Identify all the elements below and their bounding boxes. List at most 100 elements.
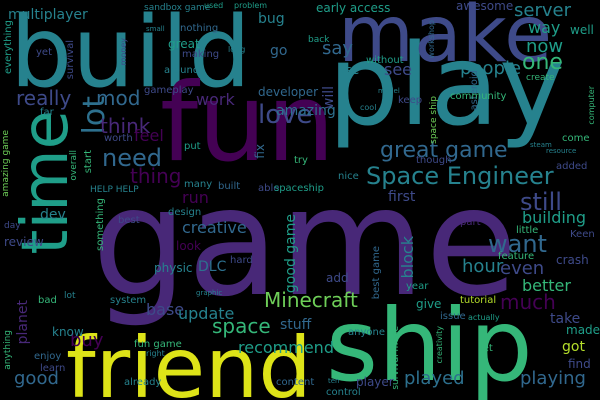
word-everything: everything [3, 20, 14, 74]
word-buy: buy [70, 330, 104, 351]
word-enjoy: enjoy [34, 351, 62, 362]
word-survival-mode: survival mode [391, 326, 401, 390]
word-come: come [562, 133, 590, 144]
word-mod: mod [96, 86, 141, 110]
word-developer: developer [258, 85, 319, 99]
word-base: base [146, 300, 185, 319]
word-think: think [100, 114, 151, 138]
word-nice: nice [338, 171, 359, 182]
word-really: really [16, 86, 72, 110]
word-time: time [9, 110, 83, 255]
word-dev: dev [40, 207, 66, 223]
word-fix: fix [253, 144, 267, 159]
word-update: update [178, 304, 235, 323]
word-cool: cool [360, 103, 377, 112]
word-spaceship: spaceship [274, 183, 325, 194]
word-game: game [92, 156, 518, 330]
word-still: still [520, 188, 562, 216]
word-long: long [228, 45, 246, 54]
word-amazing: amazing [276, 103, 336, 119]
word-need: need [102, 144, 162, 172]
word-little: little [516, 225, 539, 236]
word-feature: feature [498, 251, 535, 262]
word-part: part [460, 217, 481, 228]
word-review: review [4, 235, 44, 249]
word-awesome: awesome [456, 0, 514, 13]
word-graphic: graphic [196, 289, 223, 297]
word-way: way [528, 18, 561, 37]
word-help-help: HELP HELP [90, 185, 139, 195]
word-far: far [40, 107, 54, 118]
word-know: know [52, 325, 84, 339]
word-dlc: DLC [198, 259, 227, 275]
word-use: use [338, 63, 360, 77]
word-control: control [326, 387, 361, 398]
word-stuff: stuff [280, 317, 312, 333]
word-lot-small: lot [64, 291, 76, 301]
word-making: making [182, 49, 220, 60]
word-design: design [168, 207, 202, 218]
word-try: try [294, 155, 308, 166]
word-multiplayer: multiplayer [8, 7, 88, 23]
word-say: say [322, 38, 354, 59]
word-system: system [110, 295, 147, 306]
word-many: many [184, 179, 213, 190]
word-playing: playing [520, 368, 586, 389]
word-year: year [406, 281, 429, 292]
word-now: now [526, 36, 564, 57]
word-great: great [168, 37, 200, 51]
word-gameplay: gameplay [144, 85, 194, 96]
word-look: look [176, 239, 201, 253]
word-will: will [321, 86, 337, 110]
word-people: people [460, 58, 522, 79]
word-made: made [566, 323, 600, 337]
word-best-game: best game [371, 246, 382, 300]
word-start: start [83, 150, 94, 174]
word-best: best [118, 215, 140, 226]
word-great-game: great game [380, 138, 508, 163]
word-ship: ship [326, 287, 533, 400]
word-survival: survival [65, 40, 76, 80]
word-see: see [384, 60, 413, 79]
word-good: good [14, 368, 59, 389]
word-ten: ten [328, 377, 340, 385]
word-fun: fun [160, 61, 335, 186]
word-server: server [514, 0, 571, 21]
word-bug: bug [258, 11, 285, 27]
word-bad: bad [38, 295, 57, 306]
word-better: better [522, 276, 571, 295]
word-create: create [526, 73, 555, 83]
word-problem: problem [234, 1, 268, 10]
word-already: already [124, 377, 162, 388]
word-yet: yet [36, 47, 52, 58]
word-steam: steam [530, 141, 552, 149]
word-run: run [182, 188, 209, 207]
word-content: content [276, 377, 315, 388]
word-even: even [500, 258, 545, 279]
word-hour: hour [462, 256, 504, 277]
word-feel: feel [134, 126, 164, 145]
word-love: love [258, 100, 313, 130]
word-one: one [522, 50, 563, 75]
word-back: back [308, 35, 330, 45]
word-workshop: workshop [427, 20, 436, 59]
word-put: put [184, 141, 201, 152]
word-space-ship: space ship [429, 96, 439, 144]
word-early-access: early access [316, 1, 391, 15]
word-sandbox-game: sandbox game [144, 3, 211, 13]
word-well: well [570, 23, 594, 37]
word-around: around [164, 65, 200, 76]
word-make: make [338, 0, 553, 80]
word-build: build [10, 0, 251, 110]
word-anything: anything [3, 330, 13, 370]
word-give: give [416, 297, 442, 311]
word-though: though [416, 155, 452, 166]
word-friend: friend [66, 319, 312, 400]
word-much: much [500, 290, 556, 314]
word-go: go [270, 43, 288, 59]
word-model: model [378, 87, 400, 95]
word-building: building [522, 208, 587, 227]
word-day: day [4, 221, 21, 231]
word-tutorial: tutorial [460, 295, 497, 306]
